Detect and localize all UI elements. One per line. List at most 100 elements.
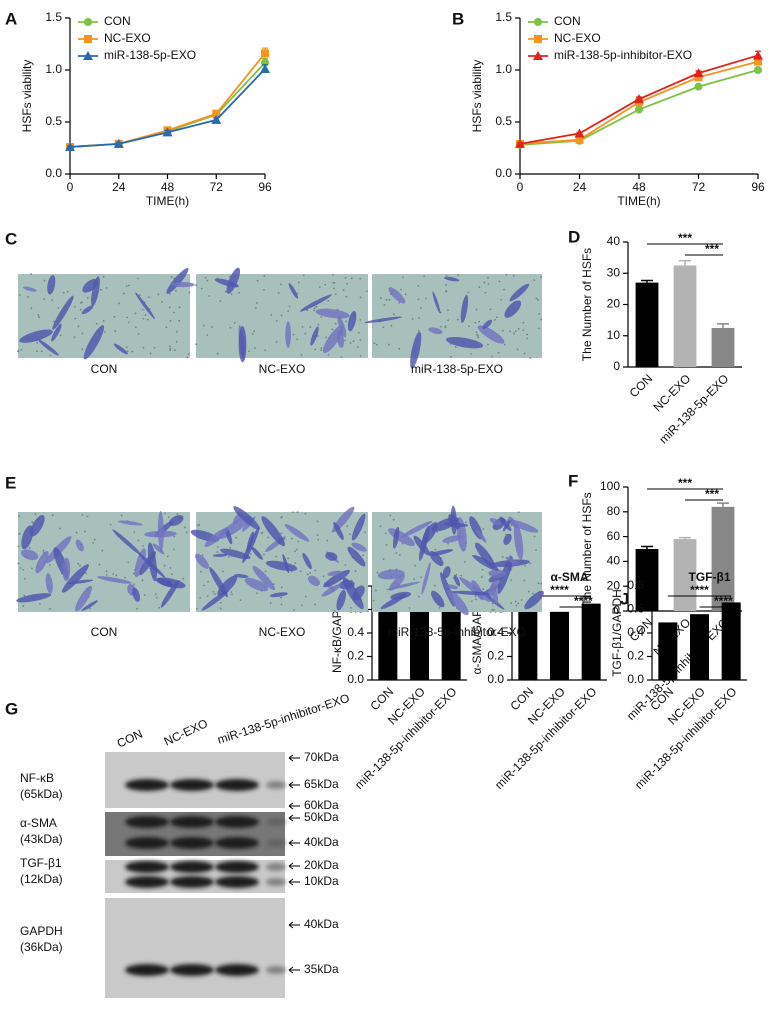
- cell: [238, 326, 247, 363]
- pore: [344, 276, 347, 279]
- marker: [694, 82, 703, 91]
- y-tick-label: 1.0: [495, 62, 512, 76]
- legend-label: NC-EXO: [554, 31, 601, 45]
- pore: [165, 326, 168, 329]
- pore: [304, 595, 307, 598]
- band: [215, 837, 259, 849]
- pore: [132, 572, 135, 575]
- pore: [186, 356, 189, 359]
- pore: [125, 346, 128, 349]
- pore: [500, 298, 503, 301]
- band: [125, 861, 169, 873]
- pore: [280, 603, 283, 606]
- row-label: NF-κB: [20, 771, 54, 785]
- pore: [27, 296, 29, 298]
- y-tick-label: 1.5: [495, 10, 512, 24]
- pore: [522, 329, 525, 332]
- pore: [444, 290, 447, 293]
- cell: [285, 321, 291, 348]
- lane-label: CON: [115, 727, 145, 751]
- pore: [418, 317, 420, 319]
- cell: [444, 276, 460, 282]
- pore: [100, 288, 102, 291]
- pore: [280, 596, 282, 599]
- pore: [88, 607, 91, 610]
- bar: [721, 602, 741, 680]
- pore: [219, 607, 222, 610]
- pore: [502, 329, 504, 332]
- pore: [287, 310, 290, 313]
- pore: [109, 523, 112, 526]
- pore: [133, 583, 135, 586]
- pore: [359, 296, 362, 299]
- pore: [158, 606, 161, 609]
- cell: [160, 579, 173, 587]
- pore: [320, 316, 323, 318]
- pore: [395, 552, 398, 554]
- pore: [275, 555, 278, 558]
- pore: [59, 334, 62, 337]
- bar: [635, 282, 659, 367]
- pore: [445, 274, 448, 277]
- pore: [468, 325, 470, 328]
- pore: [23, 594, 26, 597]
- pore: [401, 542, 404, 545]
- marker-arrow: [288, 862, 300, 870]
- pore: [447, 319, 450, 322]
- pore: [297, 540, 300, 543]
- pore: [195, 343, 198, 346]
- cell: [421, 562, 431, 595]
- bar: [673, 539, 697, 611]
- bar: [441, 602, 461, 680]
- pore: [309, 572, 312, 574]
- pore: [354, 570, 357, 572]
- band: [170, 876, 214, 888]
- size-marker: 35kDa: [304, 962, 339, 976]
- marker-arrow: [288, 802, 300, 810]
- pore: [491, 602, 494, 605]
- cell: [213, 553, 228, 557]
- pore: [125, 285, 128, 288]
- pore: [514, 600, 517, 603]
- pore: [168, 345, 171, 348]
- pore: [379, 525, 382, 528]
- legend-label: CON: [554, 14, 581, 28]
- pore: [252, 333, 254, 335]
- pore: [512, 274, 515, 277]
- cell: [152, 543, 165, 555]
- pore: [425, 297, 427, 300]
- marker: [753, 50, 763, 60]
- pore: [79, 564, 81, 567]
- cell: [234, 573, 249, 579]
- panel-letter: B: [452, 9, 464, 28]
- cell: [166, 267, 189, 294]
- pore: [254, 307, 257, 310]
- micrograph: [364, 273, 543, 369]
- cell: [37, 339, 59, 356]
- pore: [447, 309, 449, 312]
- pore: [385, 544, 388, 546]
- pore: [434, 548, 437, 551]
- micrograph-label: CON: [91, 362, 118, 376]
- pore: [326, 539, 329, 542]
- cell: [428, 327, 443, 335]
- marker: [113, 138, 124, 148]
- pore: [349, 342, 352, 344]
- cell: [327, 570, 342, 576]
- pore: [483, 281, 486, 284]
- row-label: (65kDa): [20, 787, 63, 801]
- pore: [233, 321, 236, 324]
- pore: [314, 348, 317, 351]
- pore: [359, 339, 362, 342]
- lane-label: NC-EXO: [162, 716, 210, 748]
- pore: [514, 330, 517, 332]
- pore: [481, 568, 484, 571]
- pore: [123, 292, 125, 295]
- pore: [62, 291, 65, 294]
- pore: [350, 606, 352, 609]
- size-marker: 40kDa: [304, 917, 339, 931]
- pore: [166, 555, 169, 558]
- pore: [206, 279, 209, 282]
- cell: [445, 337, 484, 349]
- pore: [486, 276, 489, 279]
